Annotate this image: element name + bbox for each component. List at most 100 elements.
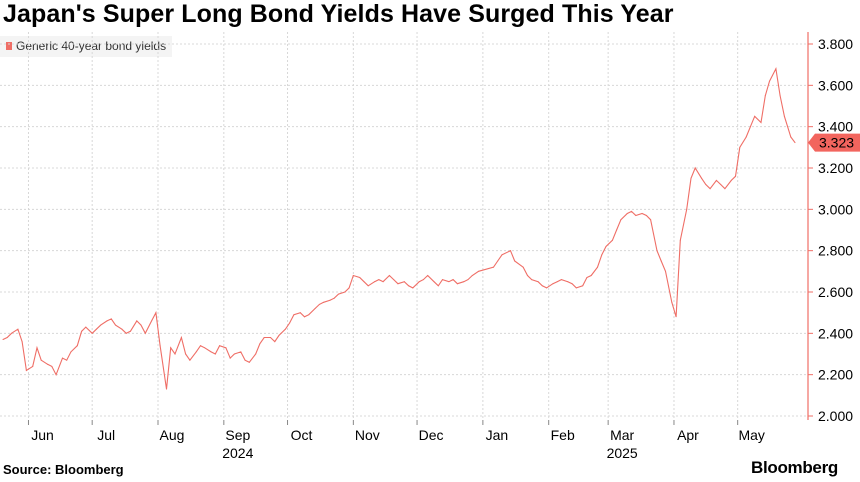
data-point xyxy=(278,334,280,336)
x-tick-label: Jun xyxy=(31,427,54,443)
data-point xyxy=(552,283,554,285)
data-point xyxy=(590,274,592,276)
data-point xyxy=(675,316,677,318)
data-point xyxy=(448,281,450,283)
data-point xyxy=(427,274,429,276)
data-point xyxy=(412,287,414,289)
data-point xyxy=(185,353,187,355)
data-point xyxy=(259,343,261,345)
data-point xyxy=(382,281,384,283)
data-point xyxy=(749,126,751,128)
data-point xyxy=(522,266,524,268)
data-point xyxy=(605,246,607,248)
data-point xyxy=(679,239,681,241)
data-point xyxy=(537,281,539,283)
data-point xyxy=(586,277,588,279)
x-tick-label: Apr xyxy=(677,427,699,443)
data-point xyxy=(2,339,4,341)
data-point xyxy=(270,336,272,338)
data-point xyxy=(195,351,197,353)
data-point xyxy=(100,324,102,326)
series-line xyxy=(2,67,796,390)
data-point xyxy=(180,336,182,338)
data-point xyxy=(715,179,717,181)
y-tick-label: 3.800 xyxy=(818,36,853,52)
data-point xyxy=(125,332,127,334)
data-point xyxy=(783,115,785,117)
data-point xyxy=(620,219,622,221)
legend: Generic 40-year bond yields xyxy=(0,36,173,57)
data-point xyxy=(478,270,480,272)
data-point xyxy=(730,179,732,181)
y-tick-label: 2.200 xyxy=(818,367,853,383)
data-point xyxy=(745,136,747,138)
data-point xyxy=(359,277,361,279)
data-point xyxy=(204,347,206,349)
y-tick-label: 2.600 xyxy=(818,284,853,300)
data-point xyxy=(51,365,53,367)
data-point xyxy=(304,316,306,318)
last-value-badge xyxy=(808,133,860,152)
data-point xyxy=(467,279,469,281)
data-point xyxy=(374,281,376,283)
data-point xyxy=(329,299,331,301)
data-point xyxy=(174,353,176,355)
data-point xyxy=(769,80,771,82)
data-point xyxy=(575,287,577,289)
data-point xyxy=(526,274,528,276)
data-point xyxy=(81,330,83,332)
data-point xyxy=(189,359,191,361)
data-point xyxy=(418,281,420,283)
data-point xyxy=(671,301,673,303)
data-point xyxy=(656,250,658,252)
x-tick-label: Feb xyxy=(551,427,575,443)
data-point xyxy=(40,359,42,361)
data-point xyxy=(790,136,792,138)
data-point xyxy=(244,359,246,361)
data-point xyxy=(6,336,8,338)
data-point xyxy=(735,175,737,177)
y-tick-label: 2.800 xyxy=(818,243,853,259)
data-point xyxy=(497,260,499,262)
data-point xyxy=(694,167,696,169)
data-point xyxy=(76,345,78,347)
x-tick-label: Jan xyxy=(486,427,509,443)
data-point xyxy=(645,215,647,217)
data-point xyxy=(779,95,781,97)
data-point xyxy=(165,388,167,390)
y-tick-label: 2.000 xyxy=(818,408,853,424)
data-point xyxy=(136,320,138,322)
data-point xyxy=(121,328,123,330)
data-point xyxy=(794,142,796,144)
data-point xyxy=(95,328,97,330)
data-point xyxy=(115,324,117,326)
data-point xyxy=(492,266,494,268)
legend-swatch xyxy=(6,42,12,50)
y-tick-label: 3.600 xyxy=(818,77,853,93)
data-point xyxy=(47,363,49,365)
data-point xyxy=(144,332,146,334)
data-point xyxy=(214,353,216,355)
x-tick-label: Oct xyxy=(291,427,313,443)
data-point xyxy=(626,212,628,214)
data-point xyxy=(219,345,221,347)
data-point xyxy=(140,324,142,326)
data-point xyxy=(36,347,38,349)
data-point xyxy=(25,370,27,372)
data-point xyxy=(378,279,380,281)
data-point xyxy=(352,274,354,276)
data-point xyxy=(314,308,316,310)
data-point xyxy=(318,303,320,305)
last-value-label: 3.323 xyxy=(819,135,854,151)
data-point xyxy=(754,115,756,117)
data-point xyxy=(597,266,599,268)
data-point xyxy=(611,239,613,241)
data-point xyxy=(631,210,633,212)
data-point xyxy=(720,184,722,186)
data-point xyxy=(388,274,390,276)
data-point xyxy=(739,146,741,148)
y-tick-label: 3.400 xyxy=(818,119,853,135)
data-point xyxy=(274,341,276,343)
data-point xyxy=(333,297,335,299)
